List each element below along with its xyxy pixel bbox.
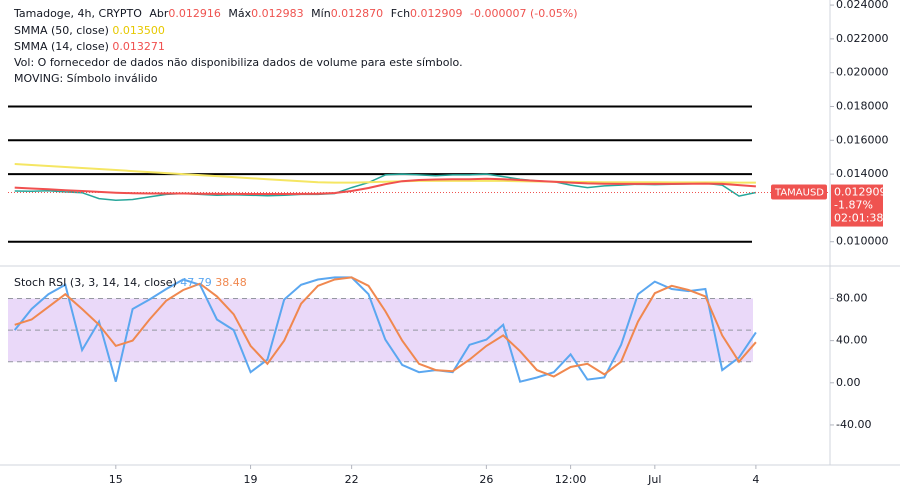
x-tick-label: 26 bbox=[479, 473, 493, 486]
moving-note: MOVING: Símbolo inválido bbox=[14, 72, 158, 85]
y-tick-label: -40.00 bbox=[836, 418, 871, 431]
x-tick-label: 22 bbox=[345, 473, 359, 486]
smma50-legend: SMMA (50, close) 0.013500 bbox=[14, 24, 165, 37]
y-tick-label: 0.00 bbox=[836, 376, 861, 389]
stoch-legend: Stoch RSI (3, 3, 14, 14, close) 47.79 38… bbox=[14, 276, 247, 289]
y-tick-label: 0.016000 bbox=[836, 133, 889, 146]
symbol: Tamadoge, 4h, CRYPTO bbox=[13, 7, 142, 20]
indicator-line bbox=[14, 276, 757, 378]
vol-note: Vol: O fornecedor de dados não disponibi… bbox=[14, 56, 463, 69]
high: 0.012983 bbox=[251, 7, 304, 20]
smma14-legend: SMMA (14, close) 0.013271 bbox=[14, 40, 165, 53]
symbol-line: Tamadoge, 4h, CRYPTO Abr0.012916 Máx0.01… bbox=[13, 7, 578, 20]
y-tick-label: 0.024000 bbox=[836, 0, 889, 11]
y-tick-label: 40.00 bbox=[836, 334, 868, 347]
y-tick-label: 0.022000 bbox=[836, 32, 889, 45]
legend-value: 0.013271 bbox=[112, 40, 165, 53]
d-value: 38.48 bbox=[215, 276, 247, 289]
x-tick-label: 12:00 bbox=[555, 473, 587, 486]
indicator-line bbox=[14, 177, 756, 195]
indicator-line bbox=[13, 276, 757, 383]
y-tick-label: 0.020000 bbox=[836, 66, 889, 79]
legend-name: SMMA (50, close) bbox=[14, 24, 109, 37]
x-tick-label: 15 bbox=[109, 473, 123, 486]
y-tick-label: 80.00 bbox=[836, 291, 868, 304]
k-value: 47.79 bbox=[180, 276, 212, 289]
x-tick-label: Jul bbox=[647, 473, 661, 486]
high-label: Máx bbox=[228, 7, 251, 20]
close: 0.012909 bbox=[410, 7, 463, 20]
low: 0.012870 bbox=[331, 7, 384, 20]
countdown: 02:01:38 bbox=[834, 212, 883, 225]
x-tick-label: 4 bbox=[752, 473, 759, 486]
close-label: Fch bbox=[391, 7, 410, 20]
low-label: Mín bbox=[311, 7, 331, 20]
open: 0.012916 bbox=[168, 7, 221, 20]
y-tick-label: 0.010000 bbox=[836, 235, 889, 248]
open-label: Abr bbox=[149, 7, 169, 20]
y-tick-label: 0.014000 bbox=[836, 167, 889, 180]
change-pct: -1.87% bbox=[834, 199, 873, 212]
indicator-line bbox=[14, 163, 756, 184]
change: -0.000007 (-0.05%) bbox=[470, 7, 577, 20]
legend: Tamadoge, 4h, CRYPTO Abr0.012916 Máx0.01… bbox=[13, 7, 578, 289]
indicator-title: Stoch RSI (3, 3, 14, 14, close) bbox=[14, 276, 177, 289]
y-tick-label: 0.018000 bbox=[836, 99, 889, 112]
legend-name: SMMA (14, close) bbox=[14, 40, 109, 53]
symbol-tag-bg bbox=[771, 184, 827, 200]
last-price: 0.012909 bbox=[834, 186, 887, 199]
symbol-tag: TAMAUSD bbox=[774, 188, 824, 199]
price-tag-bg bbox=[831, 184, 883, 227]
legend-value: 0.013500 bbox=[112, 24, 165, 37]
x-tick-label: 19 bbox=[244, 473, 258, 486]
